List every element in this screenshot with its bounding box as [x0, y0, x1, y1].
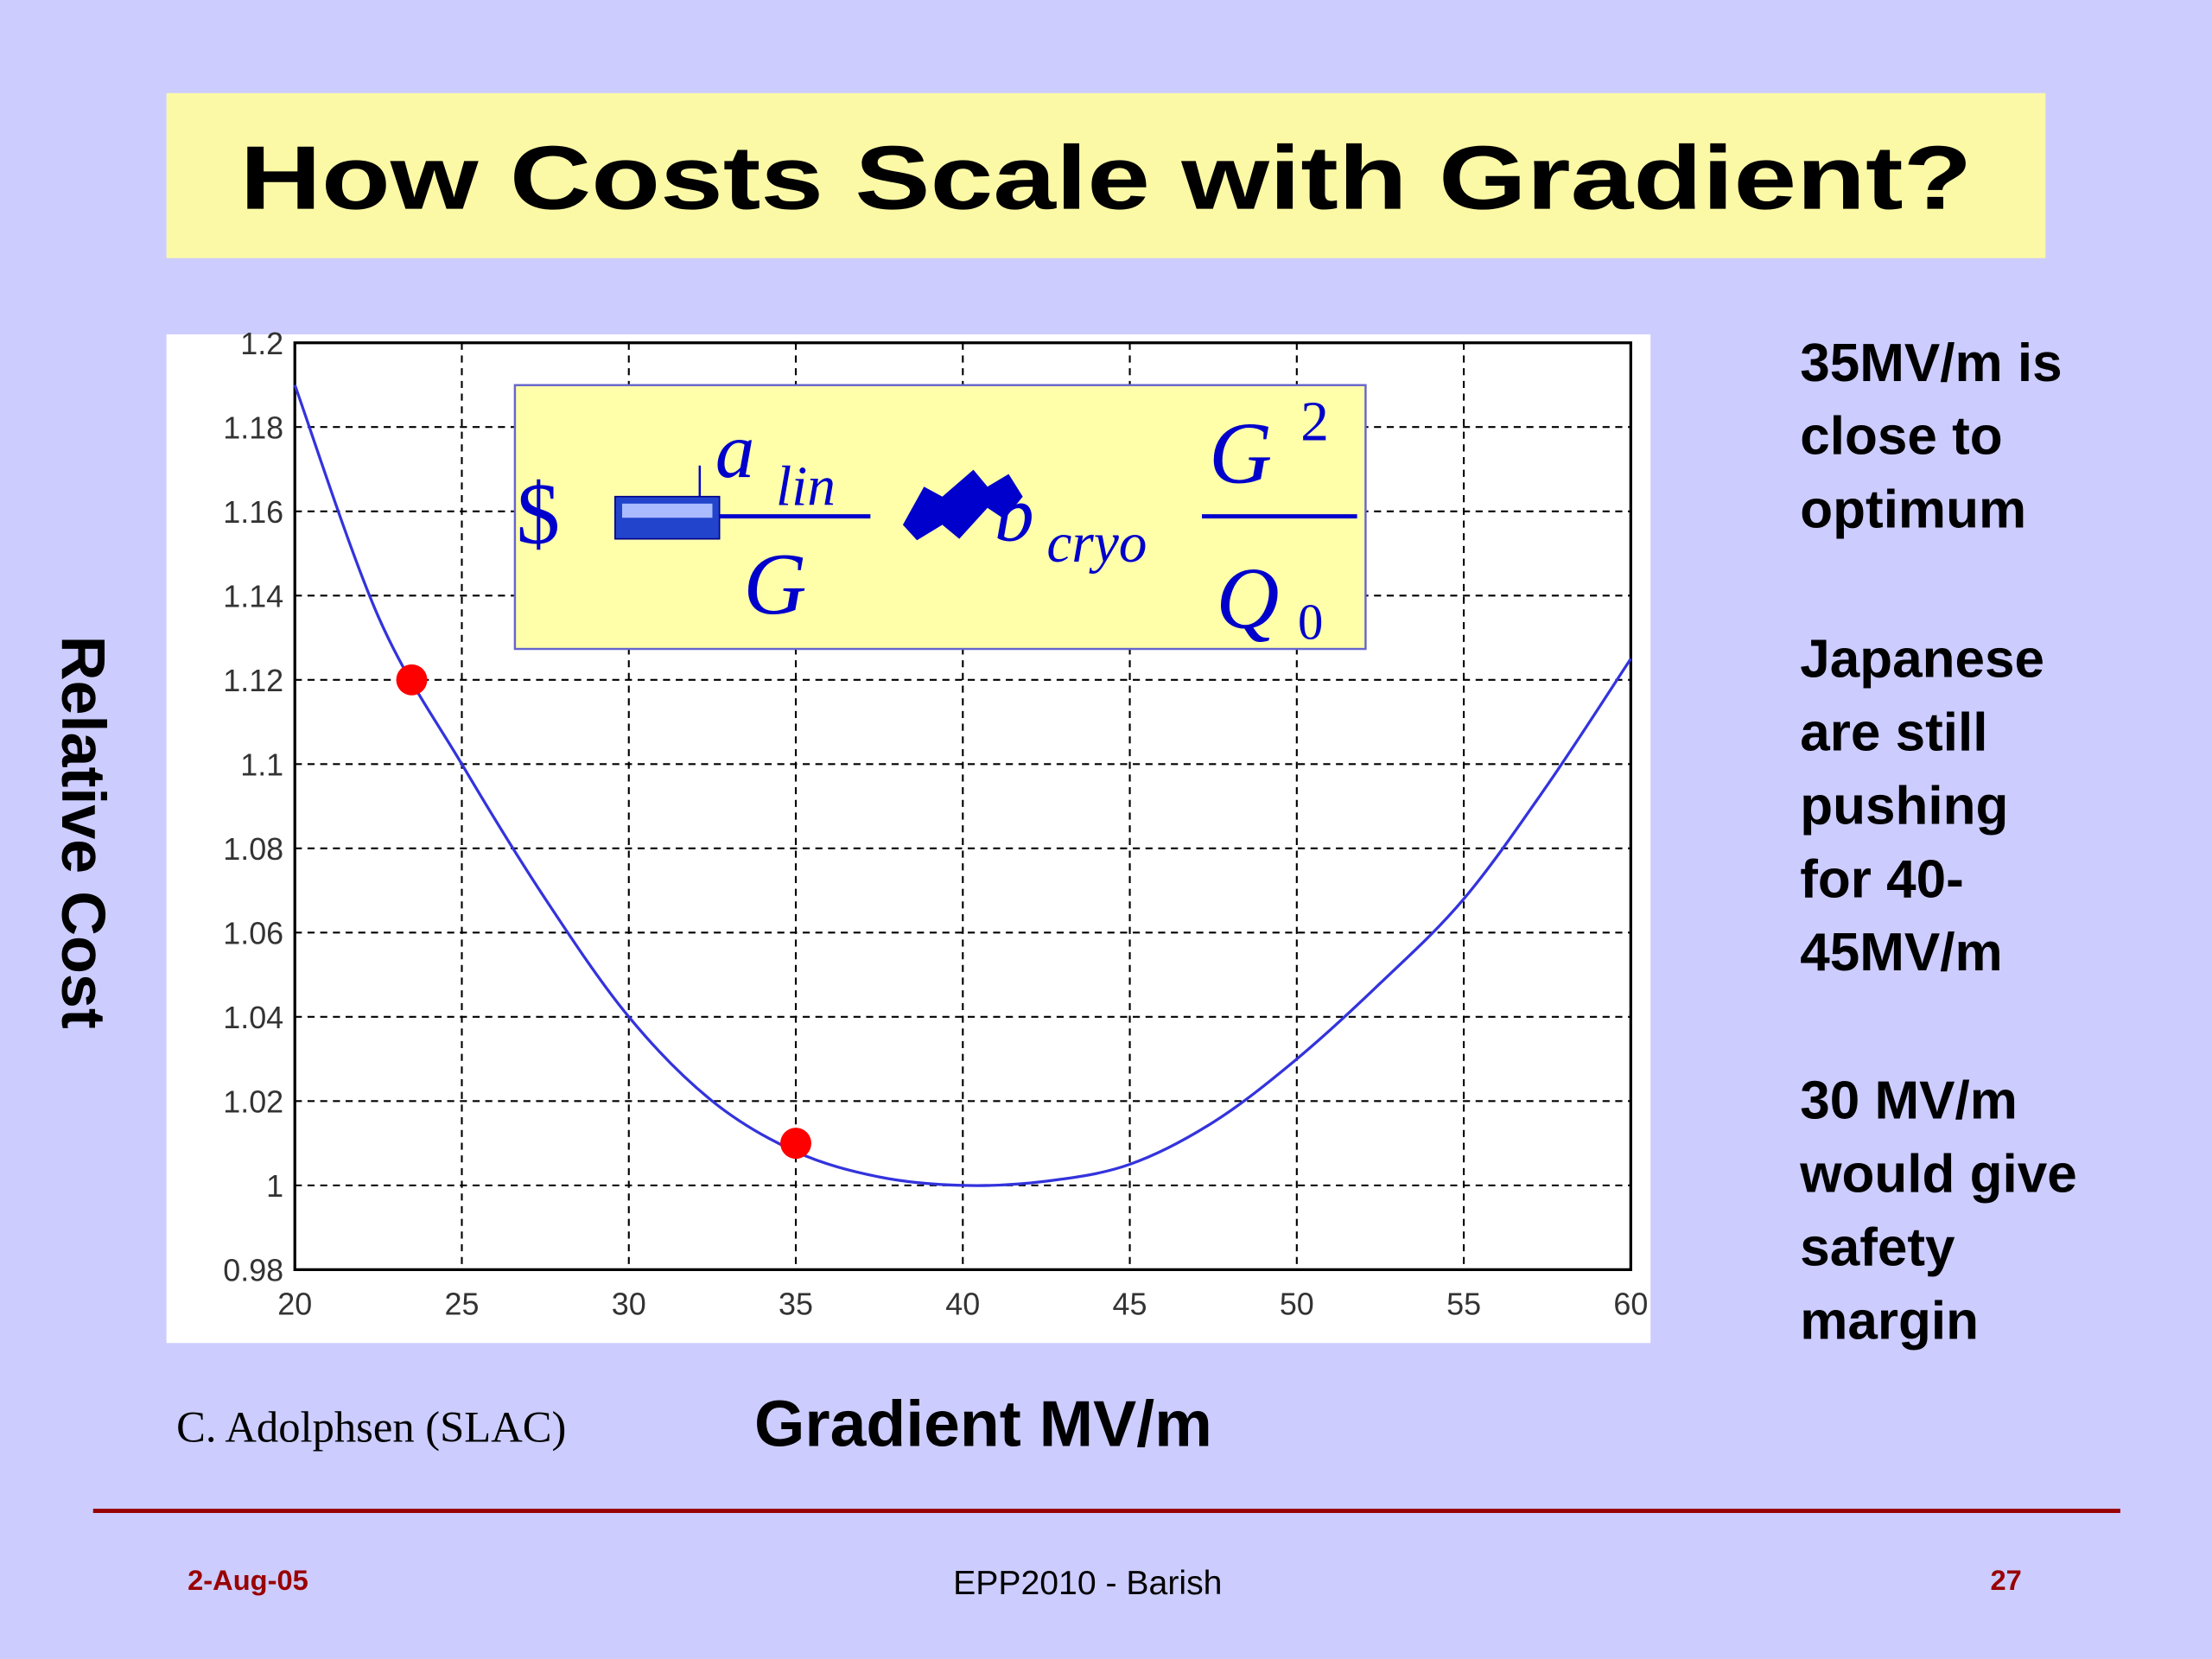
- formula-g: G: [743, 536, 806, 632]
- y-axis-label: Relative Cost: [48, 636, 118, 1029]
- credit: C. Adolphsen (SLAC): [176, 1403, 566, 1452]
- x-tick-label: 25: [445, 1287, 480, 1322]
- note-line: would give: [1799, 1145, 2077, 1205]
- note-line: 30 MV/m: [1800, 1071, 2018, 1131]
- formula: $ a lin G b cryo G 2 Q 0: [513, 384, 1367, 651]
- y-tick-label: 1.14: [223, 578, 283, 613]
- y-tick-label: 1.12: [223, 663, 283, 698]
- x-tick-label: 30: [612, 1287, 646, 1322]
- marker-point: [780, 1128, 811, 1160]
- y-tick-label: 1.2: [240, 326, 283, 361]
- footer-page: 27: [1990, 1564, 2021, 1596]
- x-tick-label: 35: [779, 1287, 813, 1322]
- y-tick-label: 1.04: [223, 1000, 283, 1035]
- plot: 0.98 1 1.02 1.04 1.06 1.08 1.1 1.12 1.14 1.16 1.18…: [223, 326, 1648, 1322]
- formula-dollar: $: [517, 466, 561, 563]
- formula-lin: lin: [776, 455, 836, 518]
- notes: 35MV/m is close to optimum Japanese are stil…: [1799, 334, 2077, 1351]
- x-tick-label: 20: [277, 1287, 312, 1322]
- x-axis-label: Gradient MV/m: [754, 1387, 1212, 1459]
- formula-subscript: 0: [1298, 594, 1323, 651]
- footer-date: 2-Aug-05: [188, 1564, 308, 1596]
- y-tick-label: 0.98: [223, 1252, 283, 1287]
- note-line: 45MV/m: [1800, 923, 2002, 982]
- formula-icon: [902, 469, 1023, 541]
- title-box: [166, 92, 2046, 258]
- formula-icon: [622, 503, 713, 518]
- cost-curve: [293, 384, 1632, 1187]
- formula-g2: G: [1209, 404, 1272, 501]
- formula-a: a: [715, 407, 755, 494]
- y-tick-label: 1: [266, 1168, 283, 1204]
- note-line: 35MV/m is: [1800, 334, 2062, 393]
- y-tick-label: 1.06: [223, 915, 283, 950]
- note-line: are still: [1800, 703, 1987, 763]
- x-tick-label: 55: [1446, 1287, 1481, 1322]
- y-tick-label: 1.08: [223, 831, 283, 867]
- footer-center: EPP2010 - Barish: [953, 1565, 1222, 1602]
- note-line: safety: [1800, 1217, 1955, 1277]
- note-line: margin: [1800, 1291, 1979, 1351]
- marker-point: [396, 664, 428, 696]
- note-line: for 40-: [1800, 849, 1964, 909]
- formula-exponent: 2: [1300, 391, 1329, 453]
- note-line: pushing: [1800, 776, 2008, 836]
- axes-frame: [293, 341, 1632, 1272]
- note-line: Japanese: [1800, 630, 2044, 690]
- note-line: optimum: [1800, 480, 2026, 540]
- x-tick-label: 40: [945, 1287, 980, 1322]
- formula-b: b: [995, 470, 1034, 557]
- title: How Costs Scale with Gradient?: [240, 128, 1973, 229]
- y-tick-label: 1.02: [223, 1084, 283, 1119]
- x-tick-label: 60: [1613, 1287, 1648, 1322]
- note-line: close to: [1800, 407, 2002, 467]
- x-tick-label: 50: [1280, 1287, 1314, 1322]
- formula-q: Q: [1216, 550, 1279, 647]
- x-tick-label: 45: [1113, 1287, 1147, 1322]
- y-tick-label: 1.16: [223, 494, 283, 530]
- y-tick-label: 1.18: [223, 410, 283, 445]
- y-tick-label: 1.1: [240, 747, 283, 782]
- formula-cryo: cryo: [1046, 512, 1147, 575]
